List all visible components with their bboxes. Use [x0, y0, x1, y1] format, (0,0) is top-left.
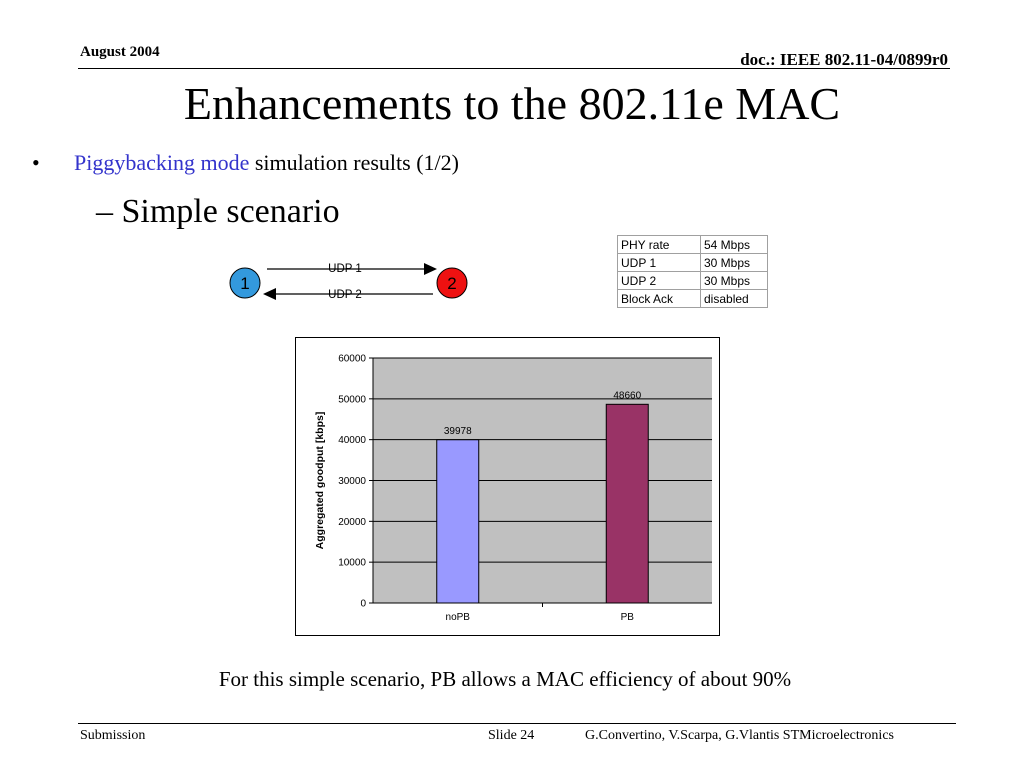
parameters-table-body: PHY rate 54 Mbps UDP 1 30 Mbps UDP 2 30 Mbps B…	[617, 235, 768, 308]
bar-noPB	[436, 439, 480, 604]
footer-authors: G.Convertino, V.Scarpa, G.Vlantis STMicr…	[585, 728, 894, 743]
footer-slide-number: Slide 24	[488, 728, 535, 743]
footer-rule	[78, 723, 956, 724]
param-value: 54 Mbps	[700, 235, 768, 254]
flow2-label: UDP 2	[328, 289, 362, 301]
goodput-chart-svg: 0 10000 20000 30000 40000 50000 60000 39978 noPB…	[314, 354, 712, 623]
param-row: Block Ack disabled	[617, 289, 768, 308]
param-row: PHY rate 54 Mbps	[617, 235, 768, 254]
y-axis-label: Aggregated goodput [kbps]	[314, 412, 326, 550]
node-diagram: UDP 1 UDP 2 1 2	[229, 263, 468, 301]
footer-submission: Submission	[80, 728, 146, 743]
bullet-dot: •	[32, 150, 40, 175]
param-value: 30 Mbps	[700, 271, 768, 290]
node1-circle	[229, 267, 261, 299]
y-tick-label: 0	[360, 599, 366, 610]
y-tick-label: 10000	[338, 558, 366, 569]
bullet-level1: • Piggybacking mode simulation results (1…	[32, 149, 459, 177]
slide-title: Enhancements to the 802.11e MAC	[183, 78, 841, 129]
data-label: 39978	[444, 426, 472, 437]
y-tick-label: 60000	[338, 354, 366, 365]
bullet-level2: – Simple scenario	[96, 193, 340, 230]
param-row: UDP 1 30 Mbps	[617, 253, 768, 272]
node2-label: 2	[447, 274, 456, 293]
flow1-arrowhead-icon	[424, 263, 437, 275]
x-tick-label: PB	[621, 612, 635, 623]
y-tick-label: 20000	[338, 517, 366, 528]
param-row: UDP 2 30 Mbps	[617, 271, 768, 290]
flow1-label: UDP 1	[328, 263, 362, 275]
param-name: PHY rate	[617, 235, 701, 254]
goodput-chart: 0 10000 20000 30000 40000 50000 60000 39978 noPB…	[295, 337, 720, 636]
bar-PB	[605, 403, 649, 604]
slide-caption: For this simple scenario, PB allows a MA…	[218, 667, 792, 691]
param-name: Block Ack	[617, 289, 701, 308]
bullet-highlight: Piggybacking mode	[74, 150, 250, 175]
y-tick-label: 40000	[338, 435, 366, 446]
data-label: 48660	[613, 390, 641, 401]
parameters-table: PHY rate 54 Mbps UDP 1 30 Mbps UDP 2 30 Mbps B…	[617, 235, 768, 308]
node2-circle	[436, 267, 468, 299]
header-rule	[78, 68, 950, 69]
y-tick-label: 30000	[338, 476, 366, 487]
header-date: August 2004	[80, 44, 160, 60]
y-tick-label: 50000	[338, 394, 366, 405]
param-value: disabled	[700, 289, 768, 308]
header-doc-id: doc.: IEEE 802.11-04/0899r0	[740, 50, 948, 69]
param-name: UDP 2	[617, 271, 701, 290]
bullet-text: simulation results (1/2)	[249, 150, 459, 175]
param-value: 30 Mbps	[700, 253, 768, 272]
x-tick-label: noPB	[446, 612, 471, 623]
flow2-arrowhead-icon	[263, 288, 276, 300]
node1-label: 1	[240, 274, 249, 293]
param-name: UDP 1	[617, 253, 701, 272]
